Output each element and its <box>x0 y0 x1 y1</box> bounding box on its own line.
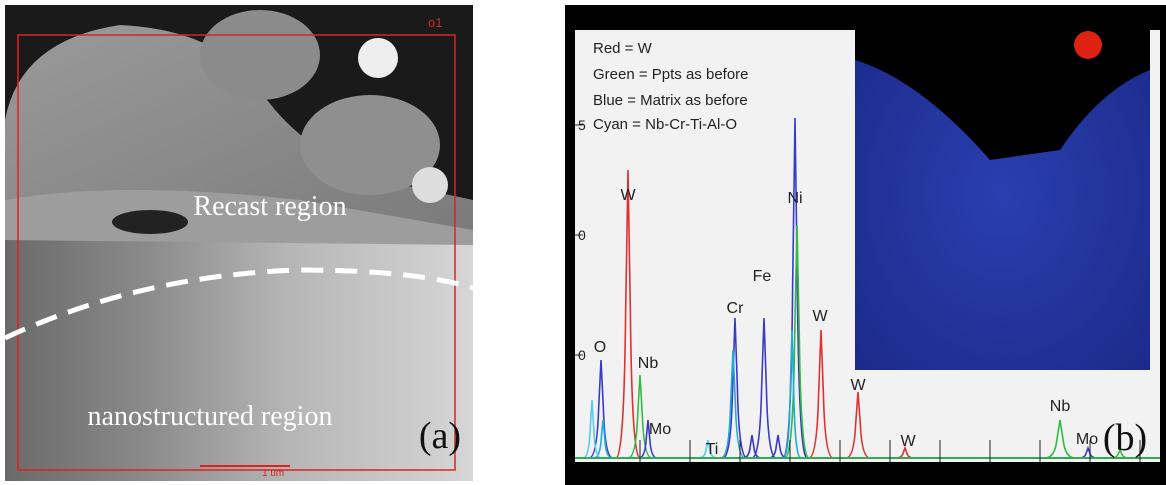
panel-label: (a) <box>419 415 461 457</box>
boundary <box>3 267 481 341</box>
peak <box>742 434 762 459</box>
peak <box>768 434 788 459</box>
axis-ticks <box>575 124 1141 462</box>
panel-b: 5 0 0 Red = W Green = Ppts as before Blue = M… <box>565 5 1166 485</box>
legend-entry: Red = W <box>593 40 653 57</box>
peak <box>808 329 834 459</box>
peak-label: Nb <box>1050 398 1071 415</box>
peak-label: O <box>594 339 606 356</box>
peak <box>582 399 602 459</box>
peak-label: W <box>812 308 828 325</box>
axis-fragment: 0 <box>578 347 586 363</box>
peak-label: Fe <box>753 268 772 285</box>
peak <box>638 419 658 459</box>
axis-fragment: 5 <box>578 117 586 133</box>
peak-label: Ti <box>706 441 719 458</box>
peak-label: Mo <box>1076 431 1098 448</box>
legend-entry: Blue = Matrix as before <box>593 92 748 109</box>
peak <box>588 359 614 459</box>
peak-label: Ni <box>787 190 802 207</box>
particle <box>412 167 448 203</box>
peak <box>845 391 871 459</box>
peak-label: Cr <box>727 300 745 317</box>
scale-bar-label: 1 um <box>262 468 284 479</box>
recast-layer <box>5 190 473 245</box>
peak-label: W <box>620 187 636 204</box>
map-void <box>855 18 1150 160</box>
peak <box>782 329 802 459</box>
peak-label: Nb <box>638 355 659 372</box>
legend-entry: Green = Ppts as before <box>593 66 749 83</box>
peak <box>627 374 653 459</box>
spectrum <box>575 117 1160 459</box>
region-label: nanostructured region <box>88 401 333 432</box>
marker: o1 <box>428 15 442 30</box>
void <box>112 210 188 234</box>
peak <box>1044 419 1076 459</box>
peak-label: Mo <box>649 421 671 438</box>
legend-entry: Cyan = Nb-Cr-Ti-Al-O <box>593 116 737 133</box>
axis-fragment: 0 <box>578 227 586 243</box>
labels: 5 0 0 Red = W Green = Ppts as before Blue = M… <box>578 40 1147 459</box>
peak <box>698 439 718 459</box>
peak-label: W <box>900 433 916 450</box>
grain <box>200 10 320 100</box>
panel-a: o1 Recast region nanostructured region 1… <box>3 5 481 481</box>
particle <box>358 38 398 78</box>
peak <box>751 317 777 459</box>
peak <box>722 317 748 459</box>
panel-label: (b) <box>1103 417 1147 459</box>
peak-label: W <box>850 377 866 394</box>
grain <box>300 95 440 195</box>
region-label: Recast region <box>193 191 346 222</box>
selection-box <box>17 34 456 471</box>
map-feature <box>1074 31 1102 59</box>
